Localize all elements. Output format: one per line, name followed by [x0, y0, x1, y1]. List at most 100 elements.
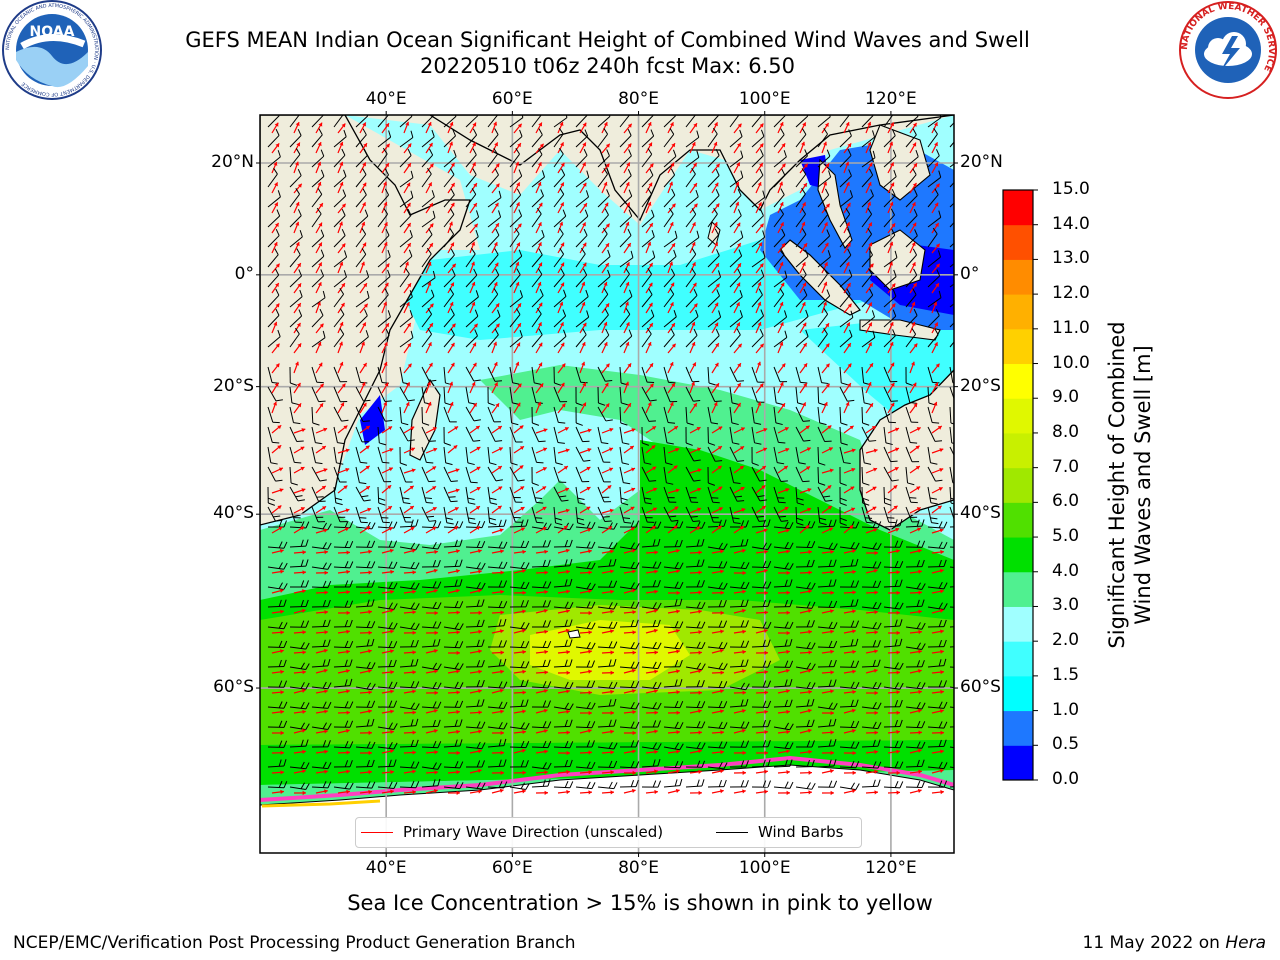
- wave-direction-arrow: [359, 709, 372, 714]
- wind-barb: [795, 329, 809, 348]
- wave-direction-arrow: [601, 609, 614, 614]
- wind-barb: [575, 366, 588, 384]
- wave-direction-arrow: [909, 403, 918, 414]
- wave-direction-arrow: [645, 525, 657, 534]
- wind-barb: [641, 188, 652, 208]
- wave-direction-arrow: [293, 183, 303, 194]
- wind-barb: [267, 268, 280, 288]
- wind-barb: [751, 486, 767, 502]
- wind-barb: [861, 288, 874, 308]
- wave-direction-arrow: [711, 525, 723, 534]
- wind-barb: [531, 189, 544, 208]
- colorbar-tick-label: 11.0: [1052, 317, 1090, 338]
- wave-direction-arrow: [821, 401, 828, 414]
- wind-barb: [487, 446, 497, 466]
- wave-direction-arrow: [403, 363, 412, 374]
- wave-direction-arrow: [887, 122, 895, 134]
- wind-barb: [795, 601, 816, 609]
- wave-direction-arrow: [777, 590, 791, 595]
- wave-direction-arrow: [931, 183, 941, 194]
- sea-ice-edge: [260, 755, 954, 802]
- wind-barb: [795, 466, 810, 483]
- wave-direction-arrow: [469, 505, 481, 514]
- wind-barb: [487, 506, 497, 526]
- wind-barb: [663, 581, 684, 589]
- wind-barb: [443, 506, 454, 525]
- wave-direction-arrow: [337, 282, 346, 294]
- wind-barb: [597, 249, 611, 268]
- wave-direction-arrow: [601, 650, 615, 655]
- wave-direction-arrow: [447, 242, 455, 254]
- wind-barb: [267, 780, 288, 789]
- wave-direction-arrow: [337, 425, 348, 434]
- wave-direction-arrow: [293, 550, 307, 555]
- wave-direction-arrow: [931, 749, 944, 754]
- wave-direction-arrow: [381, 569, 394, 575]
- wave-direction-arrow: [381, 629, 394, 634]
- wave-direction-arrow: [865, 181, 872, 194]
- wave-direction-arrow: [535, 688, 548, 694]
- wind-barb: [355, 638, 375, 648]
- wind-barb: [443, 781, 464, 790]
- wind-barb: [773, 699, 793, 708]
- wind-barb: [575, 521, 596, 530]
- wave-direction-arrow: [711, 445, 723, 454]
- wave-direction-arrow: [667, 401, 674, 414]
- wind-barb: [421, 289, 435, 308]
- wave-direction-arrow: [359, 142, 368, 154]
- wind-barb: [355, 741, 376, 749]
- wave-direction-arrow: [425, 223, 434, 234]
- wind-barb: [553, 289, 567, 308]
- wind-barb: [487, 366, 502, 382]
- wind-barb: [289, 599, 309, 608]
- colorbar-segment: [1003, 606, 1033, 642]
- wind-barb: [377, 269, 391, 288]
- wind-barb: [773, 579, 793, 588]
- wind-barb: [861, 426, 877, 442]
- wave-direction-arrow: [359, 570, 373, 575]
- wave-direction-arrow: [293, 142, 301, 154]
- wind-barb: [531, 289, 544, 308]
- wind-barb: [531, 779, 551, 788]
- wave-direction-arrow: [843, 161, 850, 174]
- wind-barb: [729, 129, 743, 148]
- wave-direction-arrow: [271, 363, 280, 374]
- wave-direction-arrow: [271, 182, 279, 194]
- wind-barb: [553, 719, 573, 728]
- wave-direction-arrow: [733, 262, 742, 274]
- wind-barb: [883, 386, 898, 402]
- wave-direction-arrow: [315, 689, 328, 694]
- wind-barb: [333, 678, 353, 688]
- colorbar-tick-label: 15.0: [1052, 179, 1090, 199]
- colorbar-tick-label: 12.0: [1052, 283, 1090, 304]
- wave-direction-arrow: [425, 401, 432, 414]
- wave-direction-arrow: [689, 141, 696, 154]
- wave-direction-arrow: [909, 201, 916, 214]
- wave-direction-arrow: [337, 321, 344, 334]
- wind-barb: [289, 168, 302, 188]
- wave-direction-arrow: [579, 649, 592, 654]
- wave-direction-arrow: [931, 689, 944, 695]
- wind-barb: [509, 366, 520, 385]
- wind-barb: [949, 606, 954, 608]
- wave-direction-arrow: [777, 143, 786, 154]
- wave-direction-arrow: [469, 789, 482, 794]
- wind-barb: [729, 620, 749, 628]
- wave-direction-arrow: [931, 505, 942, 514]
- wave-direction-arrow: [865, 425, 877, 434]
- wind-barb: [597, 446, 611, 463]
- wave-direction-arrow: [469, 425, 481, 434]
- wind-barb: [487, 288, 499, 308]
- wave-direction-arrow: [513, 161, 520, 174]
- wave-direction-arrow: [667, 569, 680, 574]
- wave-direction-arrow: [821, 609, 834, 614]
- wind-barb: [575, 209, 589, 228]
- wave-direction-arrow: [447, 381, 454, 394]
- wind-barb: [399, 446, 408, 466]
- wind-barb: [377, 486, 386, 506]
- wind-barb: [619, 619, 639, 628]
- wind-barb: [663, 328, 675, 348]
- wind-barb: [399, 486, 411, 505]
- wind-barb: [377, 506, 390, 524]
- wind-barb: [487, 466, 503, 482]
